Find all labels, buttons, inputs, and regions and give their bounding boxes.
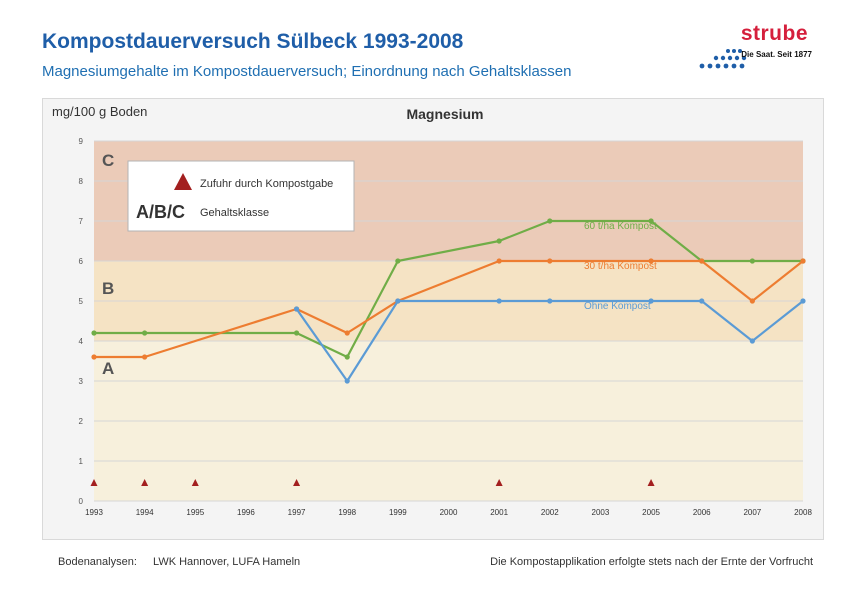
x-tick-label: 1994 bbox=[136, 508, 154, 517]
compost-marker bbox=[191, 479, 199, 486]
y-tick-label: 6 bbox=[79, 257, 84, 266]
strube-logo: strube Die Saat. Seit 1877 bbox=[696, 22, 816, 74]
data-point bbox=[547, 218, 553, 224]
data-point bbox=[496, 258, 502, 264]
data-point bbox=[293, 330, 300, 336]
series-label: 30 t/ha Kompost bbox=[584, 261, 657, 272]
data-point bbox=[547, 258, 553, 264]
data-point bbox=[547, 298, 553, 304]
y-tick-label: 8 bbox=[79, 177, 84, 186]
data-point bbox=[800, 298, 806, 304]
x-tick-label: 1993 bbox=[85, 508, 103, 517]
legend-marker-icon bbox=[174, 173, 192, 190]
compost-marker bbox=[141, 479, 149, 486]
data-point bbox=[91, 354, 97, 360]
legend-class-symbol: A/B/C bbox=[136, 202, 185, 222]
page-subtitle: Magnesiumgehalte im Kompostdauerversuch;… bbox=[42, 63, 572, 80]
footer-note: Die Kompostapplikation erfolgte stets na… bbox=[490, 556, 813, 568]
page-title: Kompostdauerversuch Sülbeck 1993-2008 bbox=[42, 30, 464, 53]
x-tick-label: 2008 bbox=[794, 508, 812, 517]
x-tick-label: 2002 bbox=[541, 508, 559, 517]
data-point bbox=[293, 306, 300, 312]
compost-marker bbox=[495, 479, 503, 486]
data-point bbox=[699, 258, 705, 264]
compost-marker bbox=[293, 479, 301, 486]
compost-marker bbox=[90, 479, 98, 486]
data-point bbox=[395, 258, 401, 264]
data-point bbox=[648, 258, 654, 264]
x-tick-label: 2007 bbox=[743, 508, 761, 517]
y-tick-label: 9 bbox=[79, 137, 84, 146]
data-point bbox=[344, 378, 350, 384]
x-tick-label: 2001 bbox=[490, 508, 508, 517]
y-tick-label: 5 bbox=[79, 297, 84, 306]
legend-class-text: Gehaltsklasse bbox=[200, 207, 269, 219]
y-tick-label: 1 bbox=[79, 457, 84, 466]
footer-analyses-value: LWK Hannover, LUFA Hameln bbox=[153, 556, 301, 568]
data-point bbox=[496, 298, 502, 304]
data-point bbox=[749, 298, 755, 304]
y-tick-label: 4 bbox=[79, 337, 84, 346]
data-point bbox=[699, 298, 705, 304]
band-label-c: C bbox=[102, 151, 114, 170]
x-tick-label: 2003 bbox=[592, 508, 610, 517]
logo-tagline: Die Saat. Seit 1877 bbox=[741, 50, 812, 59]
data-point bbox=[142, 330, 148, 336]
data-point bbox=[648, 298, 654, 304]
y-tick-label: 2 bbox=[79, 417, 84, 426]
logo-dots-icon bbox=[699, 49, 747, 69]
footer-source: Bodenanalysen: LWK Hannover, LUFA Hameln bbox=[58, 556, 300, 568]
x-tick-label: 1995 bbox=[186, 508, 204, 517]
data-point bbox=[648, 218, 654, 224]
data-point bbox=[749, 338, 755, 344]
chart-title: Magnesium bbox=[406, 106, 483, 122]
y-tick-label: 0 bbox=[79, 497, 84, 506]
y-tick-label: 3 bbox=[79, 377, 84, 386]
data-point bbox=[749, 258, 755, 264]
x-tick-label: 1996 bbox=[237, 508, 255, 517]
magnesium-chart: A B C 0 1 2 3 4 5 6 7 8 9 1993 1994 1995 1996 1997 1998 199… bbox=[52, 104, 812, 517]
series-label: 60 t/ha Kompost bbox=[584, 221, 657, 232]
series-label: Ohne Kompost bbox=[584, 301, 651, 312]
footer-analyses-label: Bodenanalysen: bbox=[58, 556, 137, 568]
x-tick-label: 2000 bbox=[440, 508, 458, 517]
y-tick-label: 7 bbox=[79, 217, 84, 226]
x-tick-label: 1998 bbox=[338, 508, 356, 517]
y-axis-label: mg/100 g Boden bbox=[52, 104, 147, 119]
x-tick-label: 2005 bbox=[642, 508, 660, 517]
compost-marker bbox=[647, 479, 655, 486]
data-point bbox=[344, 354, 350, 360]
data-point bbox=[344, 330, 350, 336]
data-point bbox=[91, 330, 97, 336]
legend-box bbox=[127, 160, 355, 232]
data-point bbox=[142, 354, 148, 360]
legend-marker-text: Zufuhr durch Kompostgabe bbox=[200, 178, 333, 190]
data-point bbox=[395, 298, 401, 304]
x-tick-label: 2006 bbox=[693, 508, 711, 517]
data-point bbox=[496, 238, 502, 244]
band-label-a: A bbox=[102, 359, 114, 378]
data-point bbox=[800, 258, 806, 264]
x-tick-label: 1997 bbox=[288, 508, 306, 517]
x-tick-label: 1999 bbox=[389, 508, 407, 517]
chart-area: A B C 0 1 2 3 4 5 6 7 8 9 1993 1994 1995 1996 1997 1998 199… bbox=[42, 98, 824, 540]
band-label-b: B bbox=[102, 279, 114, 298]
logo-wordmark: strube bbox=[740, 22, 808, 45]
